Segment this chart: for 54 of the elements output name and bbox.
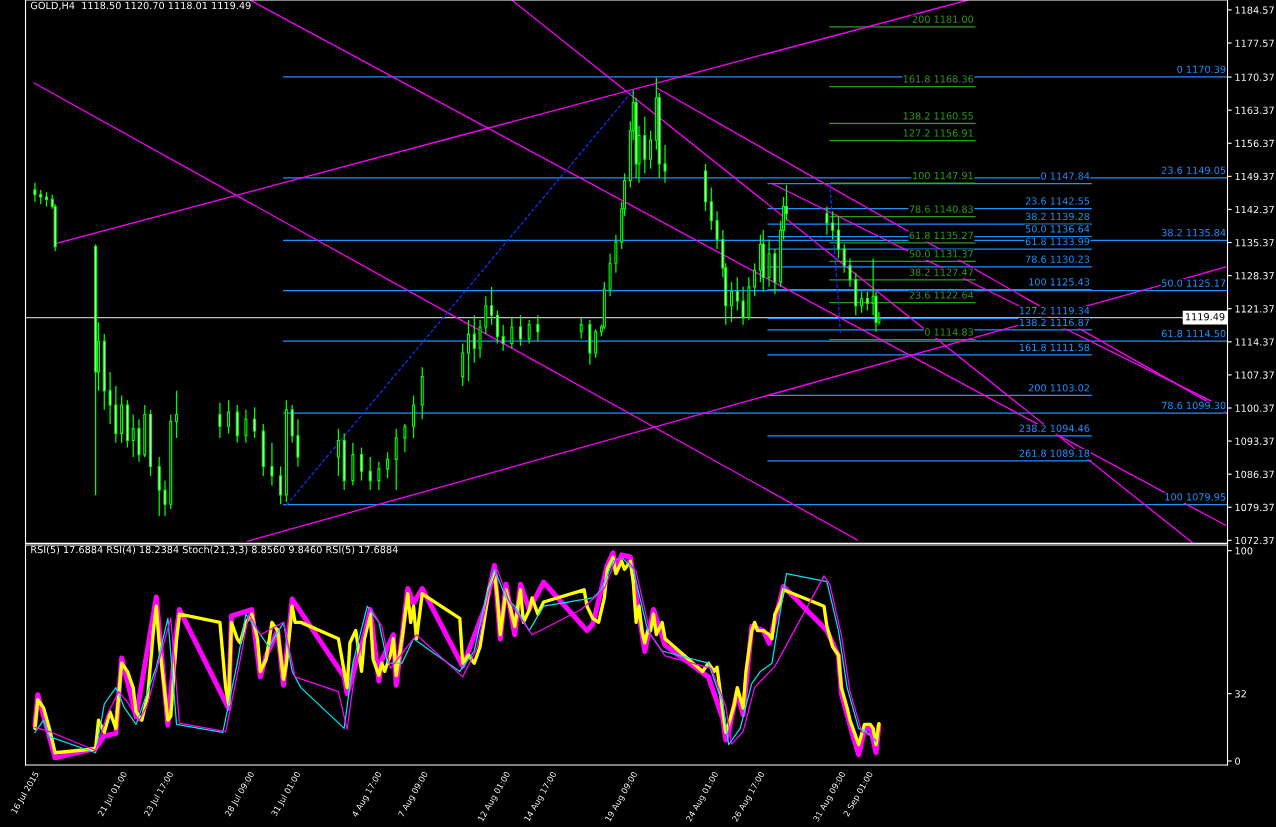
annotation: 61.8 1114.50 [1161,329,1226,338]
y-tick-label: 1170.37 [1235,73,1274,81]
y-tick-label: 100 [1235,547,1253,555]
annotation: 78.6 1099.30 [1161,401,1226,410]
y-tick-label: 1163.37 [1235,106,1274,114]
chart-title: GOLD,H4 1118.50 1120.70 1118.01 1119.49 [30,1,251,11]
y-tick-label: 1121.37 [1235,305,1274,313]
ref-line-label: 1119.49 [1185,313,1225,321]
y-tick-label: 1184.57 [1235,6,1274,14]
y-tick-label: 1128.37 [1235,272,1274,280]
annotation: 0 1147.84 [1041,172,1090,180]
annotation: 161.8 1168.36 [903,75,974,83]
annotation: 200 1181.00 [912,15,974,23]
annotation: 100 1147.91 [913,171,973,180]
annotation: 50.0 1131.37 [909,250,973,258]
annotation: 50.0 1136.64 [1025,225,1090,233]
y-tick-label: 1114.37 [1235,338,1274,346]
y-tick-label: 1079.37 [1235,503,1274,512]
annotation: 23.6 1122.64 [909,291,974,299]
annotation: 127.2 1156.91 [903,129,973,137]
chart-title: RSI(5) 17.6884 RSI(4) 18.2384 Stoch(21,3,3) 8.8560 9.8460 RSI(5) 17.6884 [31,545,398,555]
annotation: 238.2 1094.46 [1019,424,1090,432]
annotation: 261.8 1089.18 [1019,449,1090,457]
annotation: 100 1125.43 [1029,278,1090,286]
y-tick-label: 1093.37 [1235,437,1274,445]
y-tick-label: 1156.37 [1235,139,1274,148]
y-tick-label: 0 [1235,757,1240,765]
y-tick-label: 1177.57 [1235,39,1274,47]
y-tick-label: 1072.37 [1235,536,1274,545]
annotation: 200 1103.02 [1028,384,1090,392]
y-tick-label: 1086.37 [1235,470,1274,479]
annotation: 138.2 1160.55 [903,112,973,120]
annotation: 61.8 1133.99 [1025,237,1090,246]
y-tick-label: 1100.37 [1235,404,1274,412]
annotation: 61.8 1135.27 [909,231,973,240]
annotation: 0 1114.83 [924,328,974,336]
annotation: 23.6 1142.55 [1025,197,1090,205]
annotation: 78.6 1140.83 [909,205,974,213]
y-tick-label: 1107.37 [1235,371,1274,379]
y-tick-label: 1135.37 [1235,239,1274,247]
annotation: 38.2 1127.47 [909,268,973,276]
annotation: 38.2 1135.84 [1161,228,1226,237]
annotation: 138.2 1116.87 [1019,318,1090,327]
annotation: 127.2 1119.34 [1019,306,1090,315]
y-tick-label: 1149.37 [1235,172,1274,181]
annotation: 78.6 1130.23 [1025,255,1090,263]
annotation: 0 1170.39 [1177,65,1226,73]
y-tick-label: 32 [1235,690,1246,698]
annotation: 38.2 1139.28 [1025,212,1090,221]
annotation: 100 1079.95 [1165,493,1226,501]
annotation: 161.8 1111.58 [1019,343,1090,352]
annotation: 50.0 1125.17 [1161,279,1226,287]
y-tick-label: 1142.37 [1235,205,1274,214]
annotation: 23.6 1149.05 [1161,166,1226,174]
